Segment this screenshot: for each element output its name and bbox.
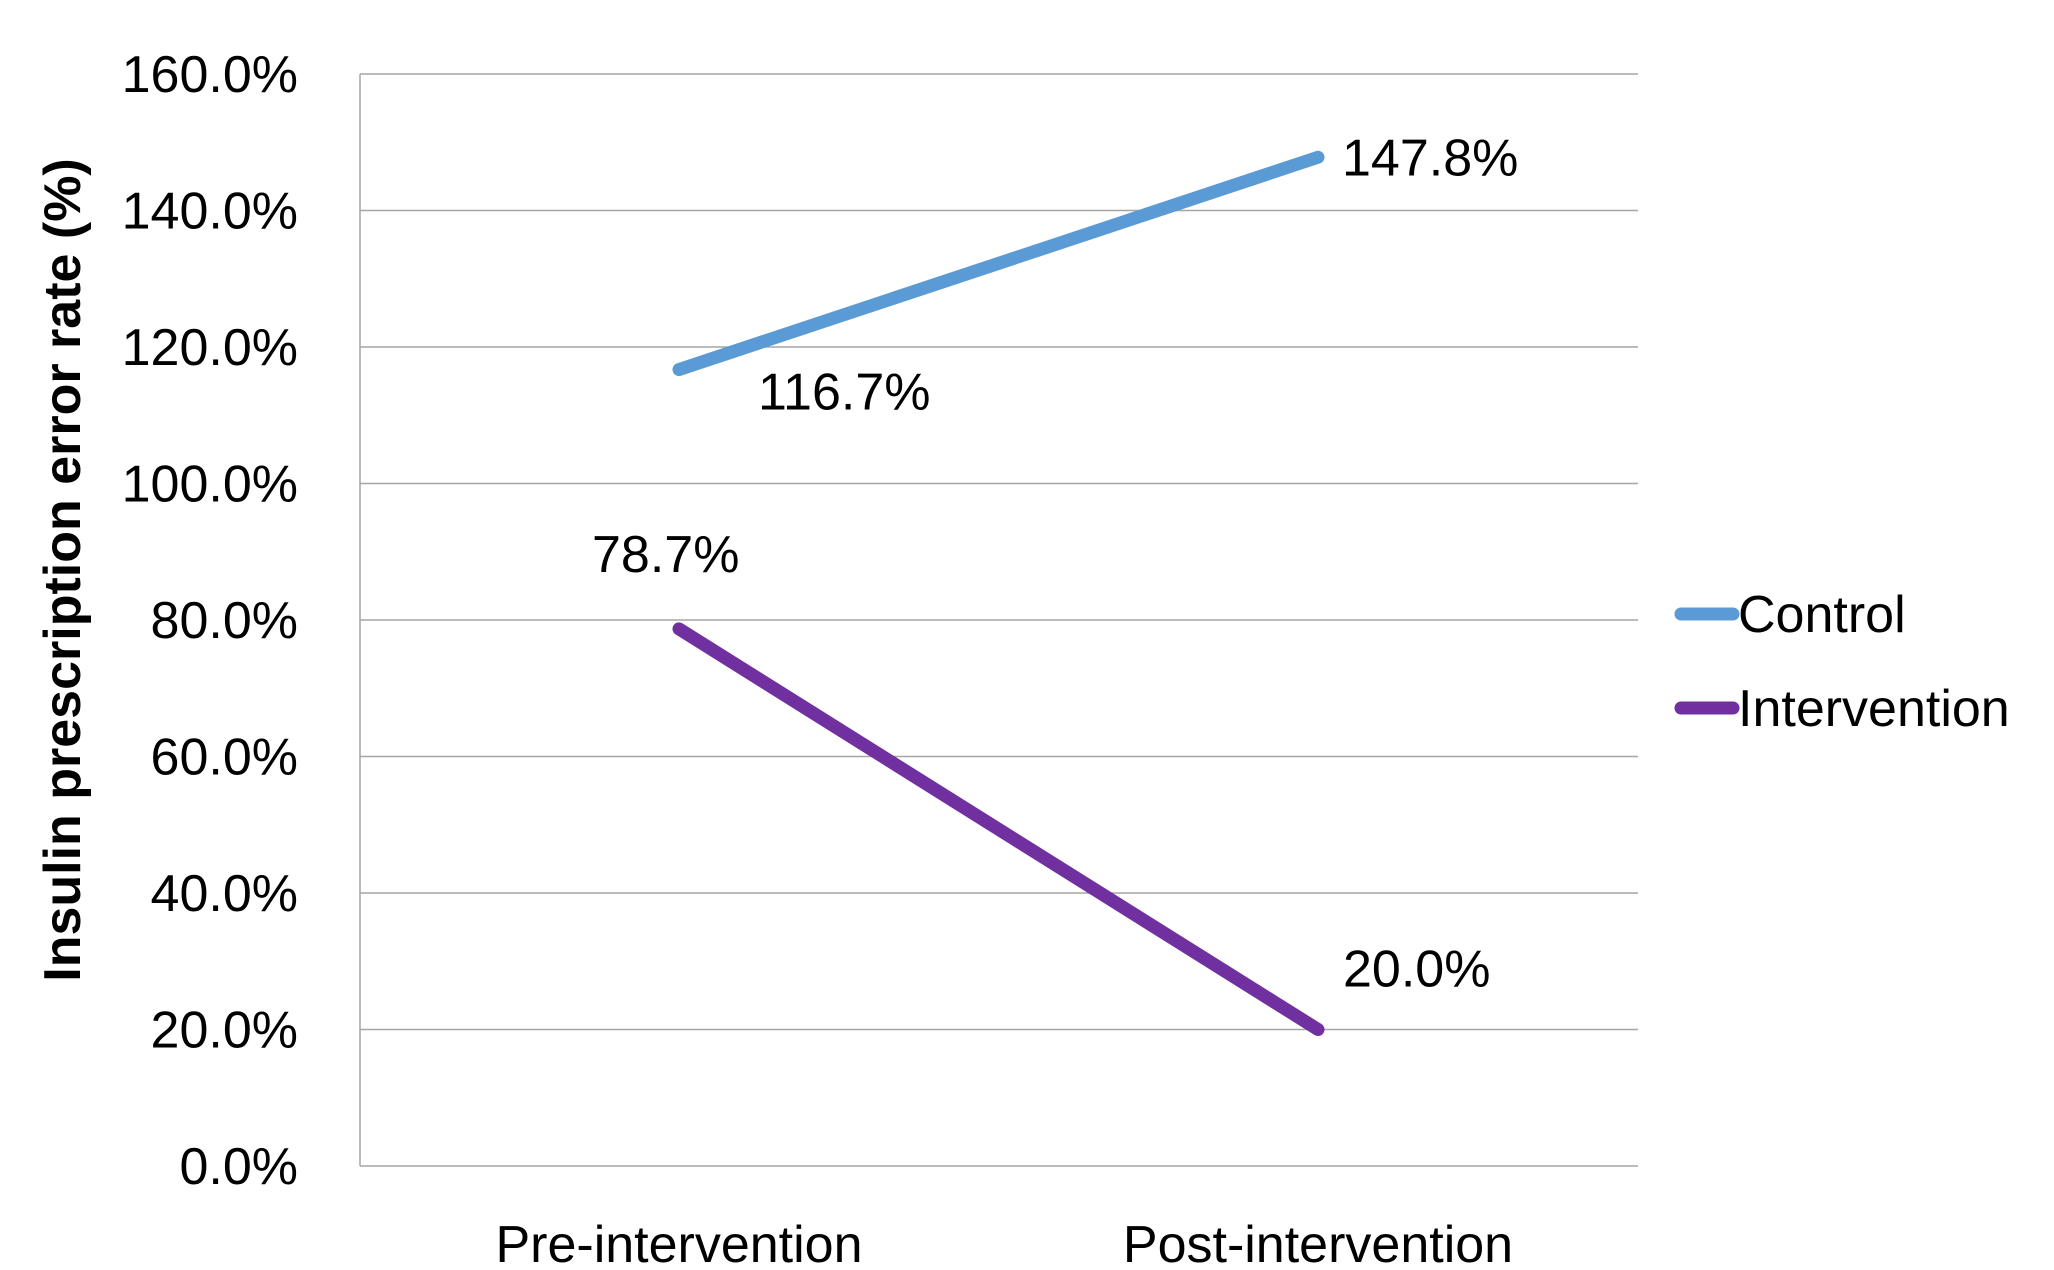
- gridlines: [359, 73, 1638, 1167]
- y-tick-label: 40.0%: [151, 865, 298, 923]
- legend: Control Intervention: [1674, 586, 2010, 738]
- y-axis-tick-labels: 0.0% 20.0% 40.0% 60.0% 80.0% 100.0% 120.0% 140.…: [122, 46, 298, 1196]
- data-labels: 116.7% 147.8% 78.7% 20.0%: [592, 129, 1518, 998]
- series-line-control: [672, 150, 1325, 377]
- x-category-label: Pre-intervention: [495, 1216, 862, 1270]
- y-tick-label: 140.0%: [122, 183, 298, 241]
- series-line-intervention: [672, 622, 1325, 1036]
- y-tick-label: 160.0%: [122, 46, 298, 104]
- x-category-label: Post-intervention: [1123, 1216, 1513, 1270]
- data-label: 20.0%: [1343, 941, 1490, 999]
- data-label: 78.7%: [592, 526, 739, 584]
- y-tick-label: 120.0%: [122, 319, 298, 377]
- x-axis-category-labels: Pre-intervention Post-intervention: [495, 1216, 1513, 1270]
- data-label: 147.8%: [1342, 129, 1518, 187]
- y-tick-label: 80.0%: [151, 592, 298, 650]
- y-tick-label: 20.0%: [151, 1002, 298, 1060]
- y-tick-label: 60.0%: [151, 729, 298, 787]
- legend-label: Intervention: [1738, 680, 2010, 738]
- legend-label: Control: [1738, 586, 1906, 644]
- data-label: 116.7%: [758, 364, 931, 422]
- y-axis-title: Insulin prescription error rate (%): [34, 158, 92, 982]
- series-lines: [672, 150, 1325, 1036]
- y-tick-label: 0.0%: [179, 1138, 298, 1196]
- y-tick-label: 100.0%: [122, 456, 298, 514]
